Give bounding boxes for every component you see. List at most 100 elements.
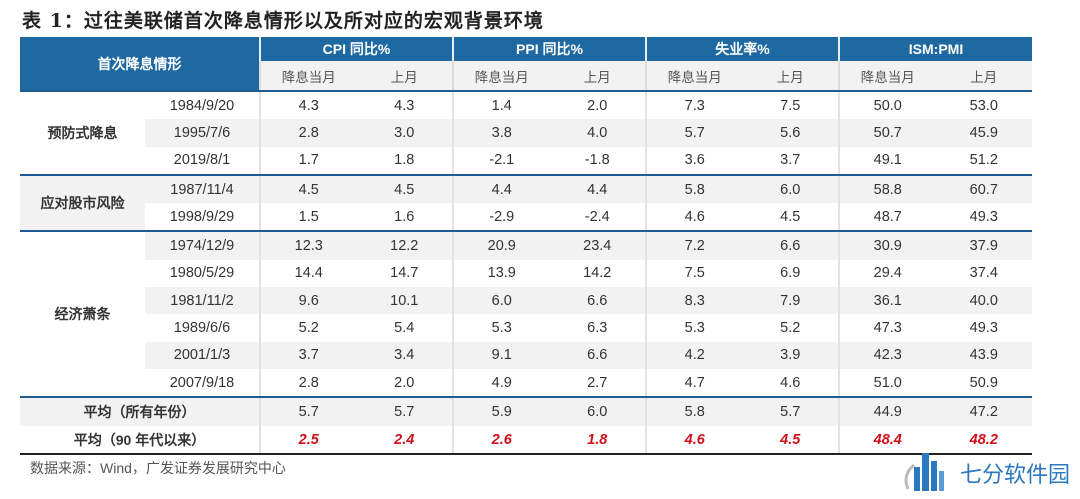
- subheader-prev-month: 上月: [742, 61, 840, 92]
- value-cell: 3.8: [452, 119, 550, 147]
- average-90s-row: 平均（90 年代以来） 2.5 2.4 2.6 1.8 4.6 4.5 48.4 48.2: [20, 426, 1033, 456]
- cut-date: 2007/9/18: [145, 368, 260, 399]
- value-cell: 5.7: [645, 119, 743, 147]
- average-value: 4.5: [742, 426, 840, 456]
- average-value: 1.8: [549, 426, 646, 456]
- header-ism-pmi: ISM:PMI: [838, 37, 1033, 61]
- table-row: 预防式降息 1984/9/20 4.3 4.3 1.4 2.0 7.3 7.5 50.0 53.0: [20, 91, 1032, 176]
- average-value: 2.6: [452, 426, 550, 456]
- value-cell: 3.0: [356, 119, 453, 147]
- table-row: 应对股市风险 1987/11/4 4.5 4.5 4.4 4.4 5.8 6.0 58.8 60.…: [20, 174, 1033, 233]
- value-cell: 49.1: [838, 146, 936, 176]
- value-cell: 4.4: [452, 174, 550, 204]
- value-cell: 1.4: [452, 91, 550, 120]
- value-cell: 9.6: [259, 287, 357, 315]
- header-unemployment: 失业率%: [644, 37, 840, 61]
- value-cell: 7.5: [780, 97, 801, 114]
- subheader-cut-month: 降息当月: [838, 61, 936, 92]
- average-all-row: 平均（所有年份） 5.7 5.7 5.9 6.0 5.8 5.7 44.9 47.2: [20, 397, 1033, 427]
- value-cell: 1.7: [259, 146, 357, 176]
- value-cell: 30.9: [838, 231, 936, 260]
- value-cell: 51.0: [838, 368, 936, 399]
- value-cell: -1.8: [549, 146, 646, 176]
- value-cell: 14.2: [583, 265, 612, 282]
- value-cell: 7.5: [645, 259, 743, 288]
- value-cell: 4.5: [742, 203, 840, 233]
- cut-date: 1987/11/4: [145, 174, 260, 204]
- value-cell: 3.9: [742, 341, 840, 369]
- value-cell: 50.9: [935, 368, 1033, 399]
- value-cell: 4.2: [645, 341, 743, 369]
- value-cell: 14.7: [390, 265, 419, 282]
- table-row: 2019/8/1 1.7 1.8 -2.1 -1.8 3.6 3.7 49.1 51.2: [20, 146, 1033, 176]
- header-ppi: PPI 同比%: [452, 37, 646, 61]
- value-cell: 2.0: [356, 368, 453, 399]
- value-cell: 4.5: [356, 174, 453, 204]
- value-cell: 6.3: [587, 320, 608, 337]
- value-cell: 5.4: [394, 320, 415, 337]
- value-cell: 53.0: [969, 97, 998, 114]
- cut-date: 1980/5/29: [169, 265, 235, 282]
- value-cell: 6.9: [780, 265, 801, 282]
- value-cell: 48.7: [838, 203, 936, 233]
- value-cell: 23.4: [549, 231, 646, 260]
- building-logo-icon: [904, 453, 944, 491]
- source-note: 数据来源：Wind，广发证券发展研究中心: [30, 460, 286, 476]
- value-cell: 60.7: [935, 174, 1033, 204]
- value-cell: 4.7: [645, 368, 743, 399]
- value-cell: 5.6: [742, 119, 840, 147]
- value-cell: 6.6: [549, 287, 646, 315]
- value-cell: 51.2: [935, 146, 1033, 176]
- value-cell: 1.5: [259, 203, 357, 233]
- value-cell: -2.4: [549, 203, 646, 233]
- table-row: 1981/11/2 9.6 10.1 6.0 6.6 8.3 7.9 36.1 40.0: [20, 287, 1033, 315]
- cut-date: 2001/1/3: [145, 341, 260, 369]
- value-cell: 1.6: [356, 203, 453, 233]
- value-cell: 49.3: [969, 320, 998, 337]
- value-cell: 42.3: [838, 341, 936, 369]
- group-label: 应对股市风险: [20, 174, 145, 233]
- average-value: 6.0: [549, 397, 646, 427]
- cut-date: 1981/11/2: [145, 287, 260, 315]
- value-cell: 45.9: [935, 119, 1033, 147]
- value-cell: 7.3: [645, 91, 743, 120]
- value-cell: 49.3: [935, 203, 1033, 233]
- value-cell: 9.1: [452, 341, 550, 369]
- value-cell: 2.8: [259, 119, 357, 147]
- average-value: 5.8: [645, 397, 743, 427]
- watermark-logo: 七分软件园: [900, 445, 1080, 494]
- group-label: 预防式降息: [20, 91, 145, 176]
- average-label: 平均（所有年份）: [20, 397, 260, 427]
- value-cell: 29.4: [838, 259, 936, 288]
- average-value: 44.9: [838, 397, 936, 427]
- value-cell: 3.7: [259, 341, 357, 369]
- value-cell: 5.2: [259, 314, 357, 342]
- value-cell: 7.9: [742, 287, 840, 315]
- average-label: 平均（90 年代以来）: [20, 426, 260, 456]
- value-cell: 12.3: [259, 231, 357, 260]
- cut-date: 1998/9/29: [145, 203, 260, 233]
- value-cell: -2.1: [452, 146, 550, 176]
- subheader-cut-month: 降息当月: [259, 61, 357, 92]
- subheader-prev-month: 上月: [356, 61, 453, 92]
- value-cell: 4.4: [549, 174, 646, 204]
- average-value: 47.2: [935, 397, 1033, 427]
- subheader-cut-month: 降息当月: [645, 61, 743, 92]
- value-cell: 12.2: [356, 231, 453, 260]
- value-cell: 4.5: [259, 174, 357, 204]
- value-cell: 8.3: [645, 287, 743, 315]
- group-label: 经济萧条: [20, 231, 145, 399]
- value-cell: 37.9: [935, 231, 1033, 260]
- value-cell: 4.6: [645, 203, 743, 233]
- value-cell: -2.9: [452, 203, 550, 233]
- cut-date: 1989/6/6: [173, 320, 231, 337]
- average-value: 5.7: [742, 397, 840, 427]
- value-cell: 1.8: [356, 146, 453, 176]
- header-cpi: CPI 同比%: [259, 37, 453, 61]
- header-row-label: 首次降息情形: [20, 37, 260, 92]
- value-cell: 6.6: [742, 231, 840, 260]
- value-cell: 6.0: [452, 287, 550, 315]
- value-cell: 36.1: [838, 287, 936, 315]
- value-cell: 3.4: [356, 341, 453, 369]
- value-cell: 2.8: [259, 368, 357, 399]
